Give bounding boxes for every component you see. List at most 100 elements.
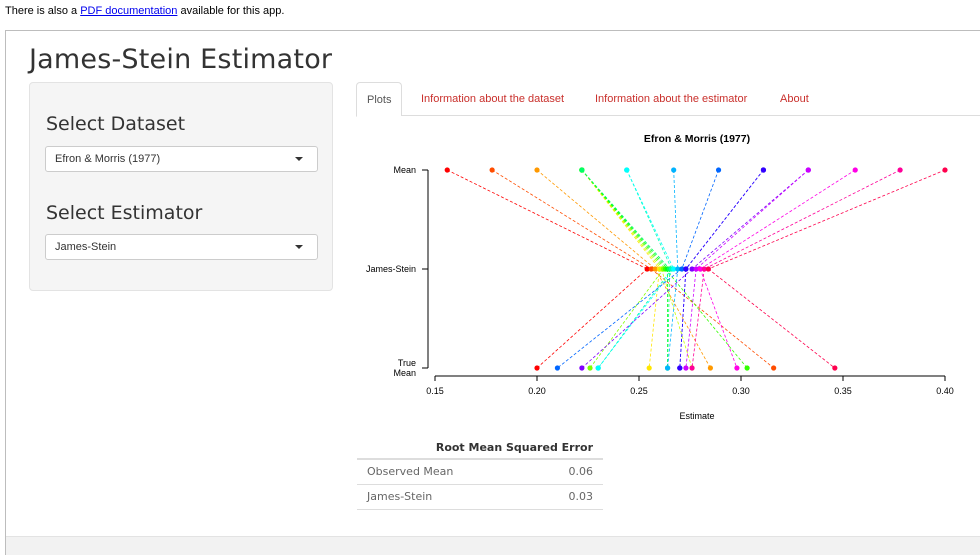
mean-to-js-line	[626, 169, 675, 270]
james-stein-point	[683, 266, 689, 272]
true-mean-point	[664, 365, 671, 371]
true-mean-point	[595, 365, 601, 371]
chevron-down-icon	[295, 245, 303, 249]
pdf-documentation-link[interactable]: PDF documentation	[80, 5, 178, 17]
mean-to-js-line	[581, 169, 670, 270]
x-axis-label: Estimate	[679, 411, 714, 421]
mean-to-js-line	[626, 169, 673, 270]
x-tick-label: 0.20	[528, 386, 546, 396]
dataset-select-value: Efron & Morris (1977)	[55, 153, 161, 165]
mean-to-js-line	[699, 169, 856, 270]
js-to-true-line	[691, 268, 705, 369]
mean-point	[760, 167, 767, 173]
table-row: Observed Mean 0.06	[357, 460, 603, 485]
js-to-true-line	[661, 268, 693, 369]
js-to-true-line	[699, 268, 738, 369]
js-to-true-line	[648, 268, 660, 369]
mean-to-js-line	[704, 169, 901, 270]
mean-to-js-line	[581, 169, 666, 270]
js-to-true-line	[597, 268, 672, 369]
true-mean-point	[579, 365, 585, 371]
james-stein-point	[644, 266, 650, 272]
true-mean-point	[683, 365, 689, 371]
js-to-true-line	[536, 268, 648, 369]
mean-point	[942, 167, 948, 173]
mean-point	[671, 167, 677, 173]
james-stein-point	[671, 266, 677, 272]
tab-estimator-info[interactable]: Information about the estimator	[595, 93, 748, 105]
true-mean-point	[646, 365, 652, 371]
james-stein-point	[675, 266, 681, 272]
dataset-label: Select Dataset	[46, 113, 186, 135]
james-stein-point	[705, 266, 711, 272]
true-mean-point	[734, 365, 740, 371]
rmse-row-value: 0.03	[568, 490, 594, 503]
mean-to-js-line	[447, 169, 648, 270]
tab-dataset-info[interactable]: Information about the dataset	[421, 93, 565, 105]
estimator-select-value: James-Stein	[55, 241, 117, 253]
x-tick-label: 0.30	[732, 386, 750, 396]
mean-to-js-line	[685, 169, 764, 270]
james-stein-point	[697, 266, 703, 272]
mean-point	[489, 167, 495, 173]
note-prefix: There is also a	[5, 5, 81, 17]
mean-point	[852, 167, 858, 173]
js-to-true-line	[581, 268, 693, 369]
y-tick-label: Mean	[393, 165, 416, 175]
x-tick-label: 0.40	[936, 386, 954, 396]
true-mean-point	[587, 365, 593, 371]
js-to-true-line	[654, 268, 711, 369]
mean-to-js-line	[536, 169, 656, 270]
documentation-note: There is also a PDF documentation availa…	[5, 5, 284, 17]
js-to-true-line	[589, 268, 664, 369]
james-stein-point	[679, 266, 685, 272]
js-to-true-line	[667, 268, 670, 369]
note-suffix: available for this app.	[177, 5, 285, 17]
rmse-table: Root Mean Squared Error Observed Mean 0.…	[357, 438, 603, 510]
mean-point	[805, 167, 811, 173]
js-to-true-line	[665, 268, 748, 369]
y-tick-label: Mean	[393, 368, 416, 378]
main-tabs: Plots Information about the dataset Info…	[356, 82, 980, 117]
page-title: James-Stein Estimator	[29, 44, 333, 75]
true-mean-point	[689, 365, 695, 371]
james-stein-point	[701, 266, 707, 272]
x-tick-label: 0.25	[630, 386, 648, 396]
tab-plots[interactable]: Plots	[356, 82, 403, 117]
mean-to-js-line	[681, 169, 719, 270]
true-mean-point	[832, 365, 838, 371]
true-mean-point	[534, 365, 540, 371]
js-to-true-line	[679, 268, 687, 369]
estimates-plot: Efron & Morris (1977) Mean James-Stein True…	[366, 133, 954, 421]
mean-to-js-line	[581, 169, 668, 270]
james-stein-point	[693, 266, 699, 272]
y-tick-label: James-Stein	[366, 264, 416, 274]
mean-to-js-line	[691, 169, 809, 270]
mean-to-js-line	[673, 169, 679, 270]
estimator-label: Select Estimator	[46, 202, 203, 224]
mean-to-js-line	[491, 169, 652, 270]
js-to-true-line	[685, 268, 697, 369]
sidebar-panel: Select Dataset Efron & Morris (1977) Sel…	[29, 82, 333, 291]
js-to-true-line	[557, 268, 683, 369]
mean-point	[715, 167, 722, 173]
true-mean-point	[771, 365, 777, 371]
y-tick-label: True	[398, 358, 416, 368]
mean-point	[534, 167, 540, 173]
dataset-select[interactable]: Efron & Morris (1977)	[45, 146, 318, 172]
mean-to-js-line	[581, 169, 664, 270]
js-to-true-line	[708, 268, 836, 369]
tab-about[interactable]: About	[780, 93, 809, 105]
js-to-true-line	[650, 268, 774, 369]
estimator-select[interactable]: James-Stein	[45, 234, 318, 260]
rmse-table-header: Root Mean Squared Error	[357, 438, 603, 460]
chart-title: Efron & Morris (1977)	[644, 133, 750, 145]
true-mean-point	[554, 365, 560, 371]
rmse-row-value: 0.06	[568, 465, 594, 478]
true-mean-point	[677, 365, 683, 371]
james-stein-point	[652, 266, 658, 272]
app-frame-footer	[6, 536, 980, 555]
james-stein-point	[648, 266, 654, 272]
x-tick-label: 0.15	[426, 386, 444, 396]
js-to-true-line	[597, 268, 674, 369]
